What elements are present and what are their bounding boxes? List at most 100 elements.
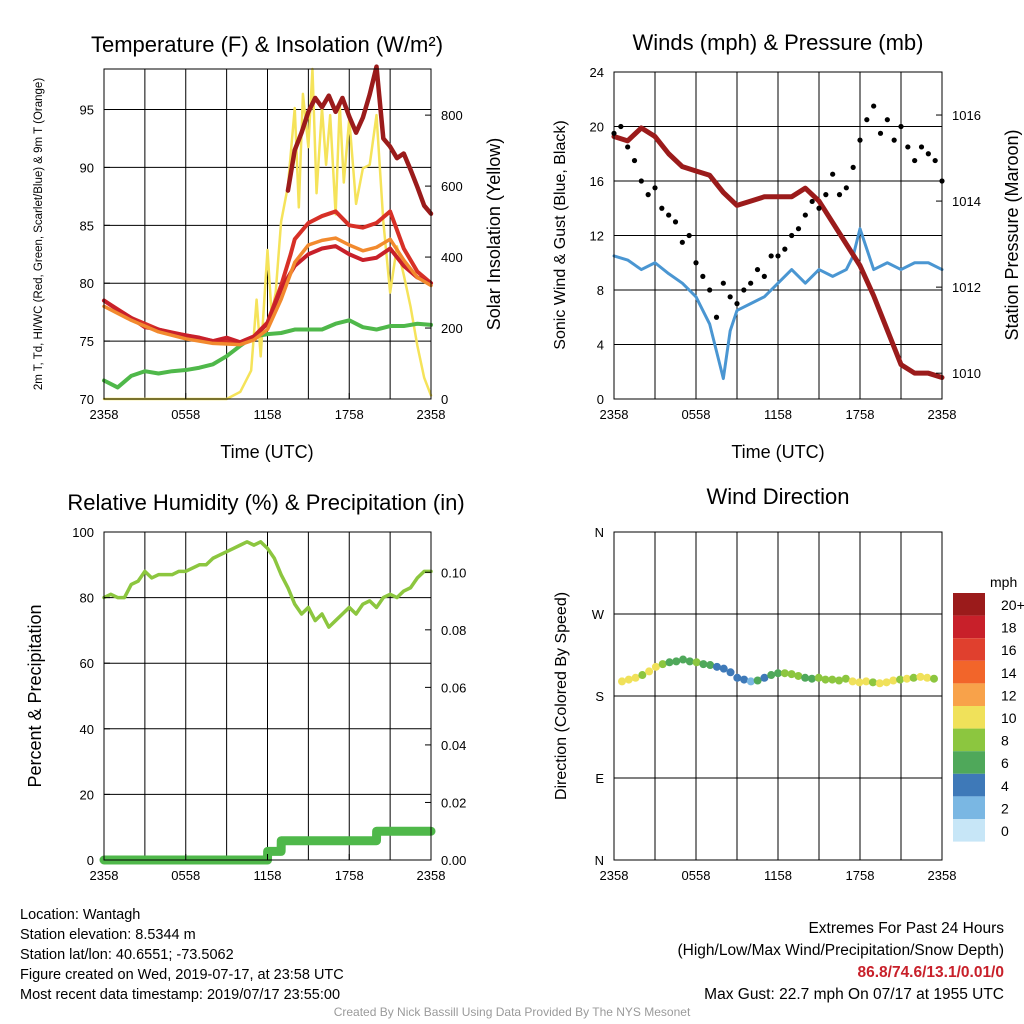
speed-legend-label: 2 (1001, 800, 1009, 816)
direction-point (658, 660, 667, 669)
y-tick-label: 70 (80, 392, 94, 407)
max-heat-index-line (285, 64, 434, 216)
y-tick-label: 4 (597, 338, 604, 353)
panel-humidity-ylabel: Percent & Precipitation (25, 604, 45, 787)
x-tick-label: 0558 (682, 868, 711, 883)
direction-point (679, 655, 688, 664)
speed-legend-label: 16 (1001, 642, 1017, 658)
y-tick-label: 16 (590, 174, 604, 189)
speed-legend-swatch (953, 819, 985, 842)
y-tick-label: 80 (80, 276, 94, 291)
panel-direction-series (618, 655, 938, 688)
gust-point (912, 157, 918, 164)
direction-point (740, 675, 749, 684)
speed-legend-label: 14 (1001, 665, 1017, 681)
gust-point (857, 137, 863, 143)
credit-line: Created By Nick Bassill Using Data Provi… (333, 1005, 691, 1019)
station-latlon: Station lat/lon: 40.6551; -73.5062 (20, 947, 234, 963)
gust-point (768, 253, 774, 259)
speed-legend-label: 12 (1001, 687, 1017, 703)
panel-direction-title: Wind Direction (706, 484, 849, 509)
speed-legend-swatch (953, 660, 985, 684)
direction-point (618, 677, 626, 686)
y2-tick-label: 200 (441, 321, 463, 336)
gust-point (905, 144, 911, 150)
gust-point (823, 192, 829, 198)
x-tick-label: 1758 (846, 407, 875, 422)
direction-point (909, 673, 918, 682)
gust-point (918, 144, 925, 150)
x-tick-label: 2358 (600, 407, 629, 422)
insolation-line (102, 67, 433, 401)
y2-tick-label: 0.00 (441, 853, 466, 868)
direction-point (631, 673, 640, 682)
direction-point (760, 673, 769, 682)
gust-point (707, 287, 713, 293)
x-tick-label: 1758 (335, 868, 364, 883)
panel-winds-series (611, 103, 945, 381)
gust-point (775, 253, 781, 259)
gust-point (864, 117, 870, 123)
panel-humidity-title: Relative Humidity (%) & Precipitation (i… (67, 490, 464, 515)
y-tick-label: 20 (80, 787, 94, 802)
y-tick-label: E (595, 771, 604, 786)
panel-winds-ticks: 2358 0558 1158 1758 235804812162024101010121… (590, 65, 981, 422)
gust-point (836, 192, 843, 198)
direction-point (855, 678, 864, 687)
direction-point (712, 662, 721, 671)
direction-point (719, 664, 728, 673)
y2-tick-label: 0.08 (441, 623, 466, 638)
y-tick-label: 90 (80, 160, 94, 175)
speed-legend-title: mph (990, 574, 1017, 590)
x-tick-label: 2358 (90, 407, 119, 422)
extremes-subtitle: (High/Low/Max Wind/Precipitation/Snow De… (677, 942, 1005, 959)
direction-point (821, 675, 830, 684)
direction-point (794, 671, 803, 680)
gust-point (802, 212, 808, 218)
x-tick-label: 1158 (254, 407, 282, 422)
gust-point (830, 171, 836, 177)
speed-legend-label: 10 (1001, 710, 1017, 726)
direction-point (638, 671, 647, 680)
direction-point (889, 676, 898, 685)
y-tick-label: 8 (597, 283, 604, 298)
panel-humidity-grid (104, 532, 431, 860)
gust-point (659, 205, 665, 211)
direction-point (848, 677, 857, 686)
speed-legend-label: 0 (1001, 823, 1009, 839)
panel-temperature-ticks: 2358 0558 1158 1758 235870758085909502004006… (80, 103, 463, 422)
gust-point (795, 226, 802, 232)
y-tick-label: 0 (87, 853, 94, 868)
gust-point (618, 123, 624, 130)
gust-point (754, 266, 761, 273)
panel-humidity-ticks: 2358 0558 1158 1758 23580204060801000.000.02… (72, 525, 466, 883)
panel-temperature-title: Temperature (F) & Insolation (W/m²) (91, 32, 443, 57)
y-tick-label: 60 (80, 656, 94, 671)
gust-point (898, 123, 904, 130)
direction-point (875, 679, 884, 688)
y2-tick-label: 1010 (952, 366, 981, 381)
y2-tick-label: 0.10 (441, 565, 466, 580)
recent-timestamp: Most recent data timestamp: 2019/07/17 2… (20, 987, 341, 1003)
x-tick-label: 1758 (846, 868, 875, 883)
temp-9m-line (102, 236, 433, 347)
x-tick-label: 2358 (928, 868, 957, 883)
panel-humidity: Relative Humidity (%) & Precipitation (i… (25, 490, 466, 883)
y-tick-label: N (595, 525, 604, 540)
gust-point (741, 287, 747, 293)
y-tick-label: S (595, 689, 604, 704)
x-tick-label: 2358 (600, 868, 629, 883)
x-tick-label: 2358 (417, 407, 446, 422)
x-tick-label: 0558 (682, 407, 711, 422)
speed-legend-label: 8 (1001, 733, 1009, 749)
speed-legend-swatch (953, 683, 985, 706)
gust-point (700, 273, 706, 279)
speed-legend-swatch (953, 796, 985, 819)
direction-point (814, 673, 823, 682)
gust-point (884, 117, 890, 123)
panel-direction-ylabel: Direction (Colored By Speed) (553, 592, 570, 800)
direction-point (733, 673, 742, 682)
direction-point (699, 660, 708, 669)
